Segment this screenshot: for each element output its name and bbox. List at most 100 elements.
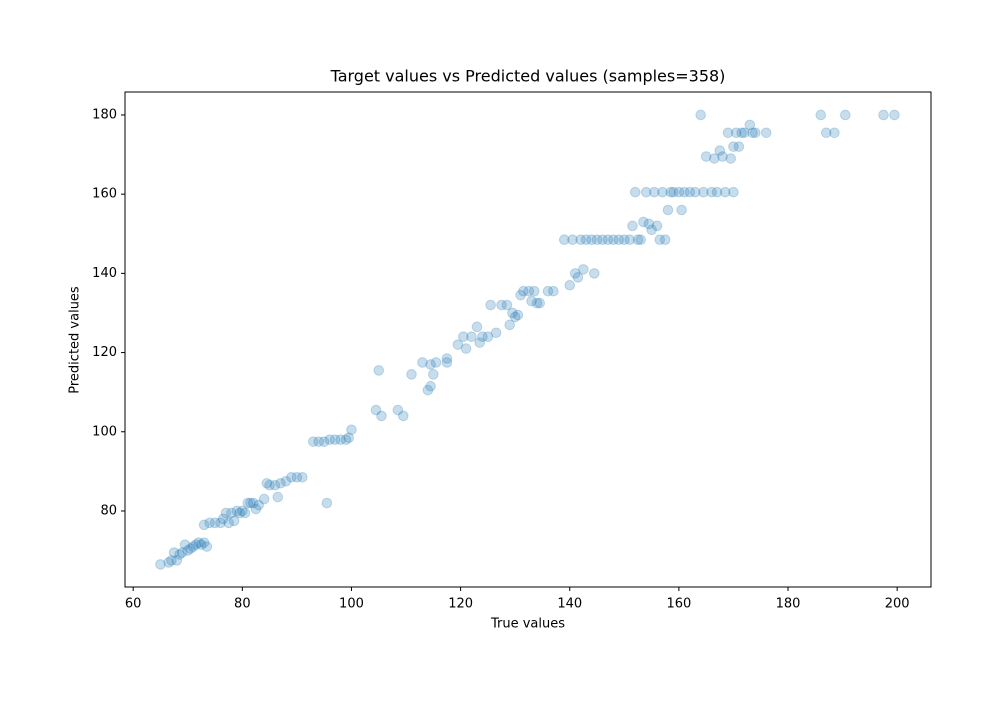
- point: [747, 127, 758, 139]
- point: [392, 404, 404, 416]
- point: [646, 224, 657, 236]
- chart-title: Target values vs Predicted values (sampl…: [330, 67, 726, 86]
- point: [482, 331, 494, 343]
- point: [452, 339, 464, 350]
- point: [829, 127, 840, 139]
- point: [534, 297, 546, 309]
- point: [471, 321, 483, 333]
- point: [709, 153, 720, 164]
- point: [163, 557, 174, 568]
- point: [649, 186, 660, 198]
- point: [572, 272, 584, 283]
- point: [643, 218, 655, 230]
- point: [228, 515, 240, 527]
- x-tick-label: 200: [885, 597, 910, 612]
- point: [185, 543, 196, 554]
- y-tick-label: 160: [92, 187, 117, 202]
- point: [272, 491, 284, 503]
- point: [346, 424, 357, 436]
- y-tick-label: 120: [92, 345, 117, 360]
- point: [458, 331, 469, 343]
- x-tick-label: 120: [448, 597, 473, 612]
- point: [198, 537, 210, 548]
- point: [223, 517, 234, 529]
- point: [231, 505, 243, 517]
- point: [174, 549, 185, 560]
- point: [196, 539, 207, 550]
- point: [250, 503, 262, 515]
- point: [629, 186, 641, 198]
- point: [580, 234, 592, 246]
- point: [441, 357, 453, 368]
- point: [567, 234, 578, 246]
- point: [624, 234, 636, 246]
- points: [155, 109, 900, 570]
- point: [190, 539, 202, 550]
- point: [297, 472, 308, 483]
- x-tick-label: 160: [666, 597, 691, 612]
- y-axis-label: Predicted values: [68, 286, 83, 394]
- point: [662, 204, 674, 216]
- point: [425, 380, 436, 392]
- point: [280, 475, 292, 487]
- point: [441, 353, 453, 364]
- point: [613, 234, 625, 246]
- point: [275, 477, 286, 489]
- point: [242, 497, 254, 509]
- plot-frame: [124, 91, 932, 588]
- point: [722, 127, 734, 139]
- point: [179, 539, 191, 550]
- point: [209, 517, 221, 529]
- y-tick-label: 140: [92, 266, 117, 281]
- point: [684, 186, 696, 198]
- point: [490, 327, 502, 339]
- point: [171, 555, 183, 566]
- point: [245, 497, 256, 509]
- point: [749, 127, 761, 139]
- point: [430, 357, 442, 368]
- point: [373, 365, 385, 376]
- point: [700, 151, 712, 162]
- point: [531, 297, 543, 309]
- point: [217, 513, 229, 525]
- point: [204, 517, 215, 529]
- point: [711, 186, 723, 198]
- point: [422, 384, 434, 396]
- point: [717, 151, 728, 162]
- point: [659, 234, 671, 246]
- point: [329, 434, 341, 445]
- x-tick-label: 60: [125, 597, 142, 612]
- point: [307, 436, 319, 447]
- point: [820, 127, 832, 139]
- point: [460, 343, 472, 354]
- point: [608, 234, 619, 246]
- x-tick-label: 140: [557, 597, 582, 612]
- point: [591, 234, 603, 246]
- point: [376, 410, 387, 422]
- y-tick-label: 180: [92, 107, 117, 122]
- point: [168, 547, 180, 558]
- point: [586, 234, 597, 246]
- point: [193, 537, 204, 548]
- point: [589, 268, 600, 279]
- point: [597, 234, 608, 246]
- point: [417, 357, 428, 368]
- point: [651, 220, 663, 232]
- point: [878, 109, 889, 121]
- point: [291, 472, 303, 483]
- point: [335, 434, 346, 445]
- point: [261, 477, 273, 489]
- point: [526, 295, 537, 307]
- point: [512, 309, 524, 321]
- point: [234, 507, 245, 519]
- point: [176, 547, 188, 558]
- point: [474, 337, 486, 348]
- point: [269, 479, 281, 491]
- x-axis-label: True values: [490, 617, 565, 632]
- point: [558, 234, 570, 246]
- point: [501, 299, 513, 311]
- point: [340, 434, 352, 445]
- point: [286, 472, 297, 483]
- point: [318, 436, 330, 447]
- point: [679, 186, 690, 198]
